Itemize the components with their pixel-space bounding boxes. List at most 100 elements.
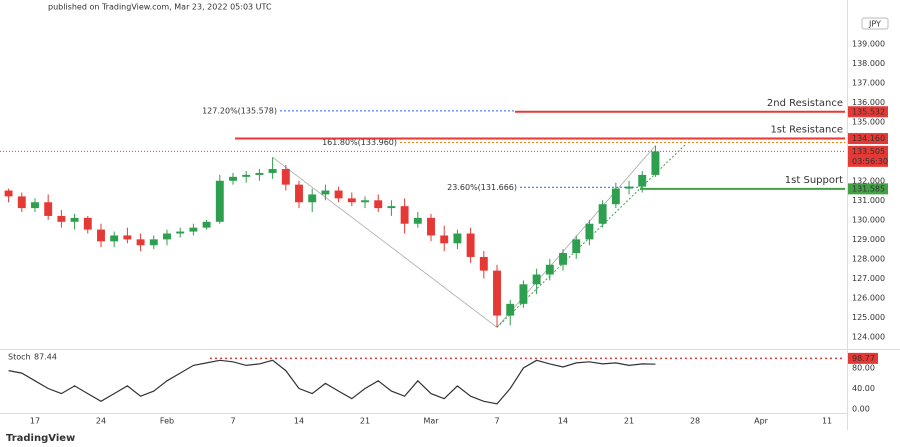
x-tick-label: 11	[822, 417, 832, 426]
candle-body	[57, 215, 66, 222]
price-tag-label: 98.77	[852, 354, 875, 363]
price-tag-label: 134.160	[852, 134, 885, 143]
level-name: 1st Support	[785, 175, 843, 186]
stoch-line	[8, 359, 656, 405]
candle-body	[123, 235, 132, 240]
candle-body	[545, 264, 554, 275]
y-tick-label: 130.000	[852, 215, 885, 224]
candle-body	[163, 233, 171, 240]
candle-body	[97, 229, 105, 242]
y-tick-label: 129.000	[852, 235, 885, 244]
candle-body	[387, 206, 396, 209]
stoch-title: Stoch	[8, 353, 31, 362]
candle-body	[176, 231, 185, 234]
candle-body	[70, 217, 79, 222]
trend-line	[272, 156, 498, 328]
y-tick-label: 128.000	[852, 254, 885, 263]
currency-box	[861, 17, 889, 30]
candle-body	[651, 151, 660, 175]
currency: JPY	[868, 20, 881, 29]
y-tick-label: 125.000	[852, 313, 885, 322]
price-tag	[848, 133, 888, 145]
candle-body	[215, 180, 224, 222]
candle-body	[110, 235, 119, 242]
candle-body	[202, 221, 211, 228]
candle-body	[572, 239, 581, 254]
candle-body	[506, 303, 515, 316]
brand: TradingView	[6, 433, 75, 444]
x-tick-label: 17	[30, 417, 40, 426]
candle-body	[255, 172, 264, 175]
stoch-value: 87.44	[34, 353, 57, 362]
y-tick-label: 124.000	[852, 333, 885, 342]
candle-body	[413, 217, 422, 224]
y-tick-label: 137.000	[852, 79, 885, 88]
candle-body	[308, 194, 317, 203]
y-tick-label: 126.000	[852, 293, 885, 302]
level-name: 2nd Resistance	[767, 98, 843, 109]
x-tick-label: 7	[494, 417, 499, 426]
candle-body	[453, 233, 462, 244]
candle-body	[281, 169, 290, 185]
candle-body	[466, 233, 475, 257]
candle-body	[268, 169, 277, 173]
candle-body	[611, 188, 620, 205]
candle-body	[374, 200, 383, 209]
candle-body	[189, 227, 198, 232]
candle-body	[31, 202, 39, 209]
published-note: published on TradingView.com, Mar 23, 20…	[48, 3, 272, 12]
candle-body	[242, 174, 251, 177]
x-tick-label: Mar	[423, 417, 439, 426]
price-tag	[848, 145, 888, 167]
candle-body	[321, 190, 330, 195]
price-tag-label: 135.532	[852, 107, 885, 116]
x-tick-label: 28	[690, 417, 700, 426]
x-tick-label: 24	[96, 417, 106, 426]
candle-body	[625, 186, 633, 189]
x-tick-label: 21	[624, 417, 634, 426]
candle-body	[149, 239, 158, 246]
candle-body	[295, 184, 303, 203]
candle-body	[532, 274, 541, 285]
x-tick-label: 21	[360, 417, 370, 426]
stoch-tick-label: 80.00	[852, 363, 875, 372]
candle-body	[17, 196, 26, 209]
candle-body	[400, 206, 409, 224]
candle-body	[4, 190, 13, 197]
candle-body	[638, 174, 647, 187]
candle-body	[585, 223, 594, 240]
y-tick-label: 127.000	[852, 274, 885, 283]
candle-body	[361, 200, 369, 203]
candle-body	[598, 204, 607, 224]
candle-body	[229, 176, 237, 181]
x-tick-label: 14	[294, 417, 304, 426]
candle-body	[334, 190, 343, 199]
y-tick-label: 136.000	[852, 98, 885, 107]
fib-label: 23.60%(131.666)	[447, 183, 517, 192]
fib-label: 161.80%(133.960)	[322, 138, 397, 147]
x-tick-label: Apr	[754, 417, 769, 426]
candle-body	[493, 270, 501, 316]
x-tick-label: Feb	[160, 417, 174, 426]
x-tick-label: 14	[558, 417, 568, 426]
candle-body	[427, 217, 435, 236]
fib-label: 127.20%(135.578)	[202, 106, 277, 115]
candle-body	[347, 198, 356, 203]
candle-body	[559, 253, 567, 265]
candle-body	[44, 202, 53, 216]
candle-body	[136, 239, 145, 246]
candle-body	[83, 217, 92, 230]
countdown-label: 03:56:30	[852, 157, 888, 166]
price-tag	[848, 106, 888, 118]
price-tag	[848, 352, 878, 364]
x-tick-label: 7	[230, 417, 235, 426]
price-tag-label: 131.585	[852, 184, 885, 193]
price-tag-label: 133.505	[852, 147, 885, 156]
candle-body	[479, 256, 488, 271]
y-tick-label: 132.000	[852, 176, 885, 185]
level-name: 1st Resistance	[770, 125, 843, 136]
y-tick-label: 138.000	[852, 59, 885, 68]
y-tick-label: 131.000	[852, 196, 885, 205]
candle-body	[440, 235, 449, 244]
